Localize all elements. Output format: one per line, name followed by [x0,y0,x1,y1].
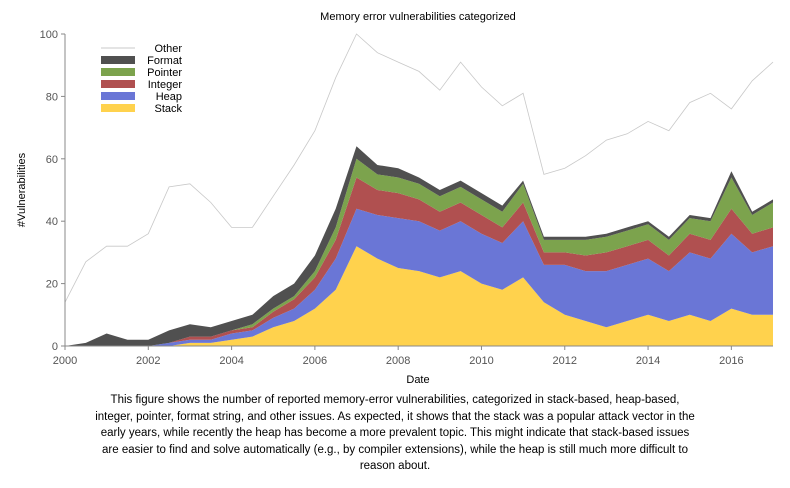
area-integer [65,177,773,346]
x-tick-label: 2014 [636,355,660,367]
legend-swatch-stack [101,104,135,112]
legend-swatch-format [101,56,135,64]
x-tick-label: 2000 [53,355,77,367]
legend-label-heap: Heap [156,91,182,103]
x-tick-label: 2004 [219,355,243,367]
y-tick-label: 40 [46,216,58,228]
y-tick-label: 60 [46,154,58,166]
y-tick-label: 80 [46,91,58,103]
area-heap [65,208,773,346]
axes [64,34,773,347]
x-tick-label: 2006 [303,355,327,367]
chart-title: Memory error vulnerabilities categorized [320,11,516,23]
legend-label-stack: Stack [154,103,182,115]
y-ticks: 0 20 40 60 80 100 [40,29,65,353]
x-tick-label: 2012 [553,355,577,367]
stacked-areas [65,146,773,346]
x-axis-label: Date [406,374,429,386]
vulnerability-chart: Memory error vulnerabilities categorized… [16,11,774,386]
legend-label-other: Other [154,43,182,55]
y-axis-label: #Vulnerabilities [16,152,28,227]
legend-label-format: Format [147,55,182,67]
legend-label-pointer: Pointer [147,67,182,79]
x-ticks: 2000 2002 2004 2006 2008 2010 2012 2014 2016 [53,346,744,367]
x-tick-label: 2010 [469,355,493,367]
x-tick-label: 2016 [719,355,743,367]
area-pointer [65,158,773,346]
figure-caption: This figure shows the number of reported… [95,394,695,472]
legend-swatch-heap [101,92,135,100]
line-other [64,33,774,303]
area-stack [65,246,773,346]
y-tick-label: 20 [46,279,58,291]
x-tick-label: 2008 [386,355,410,367]
y-tick-label: 100 [40,29,58,41]
legend-swatch-pointer [101,68,135,76]
x-tick-label: 2002 [136,355,160,367]
legend-label-integer: Integer [148,79,183,91]
legend-swatch-integer [101,80,135,88]
other-series [64,33,774,303]
y-tick-label: 0 [52,341,58,353]
